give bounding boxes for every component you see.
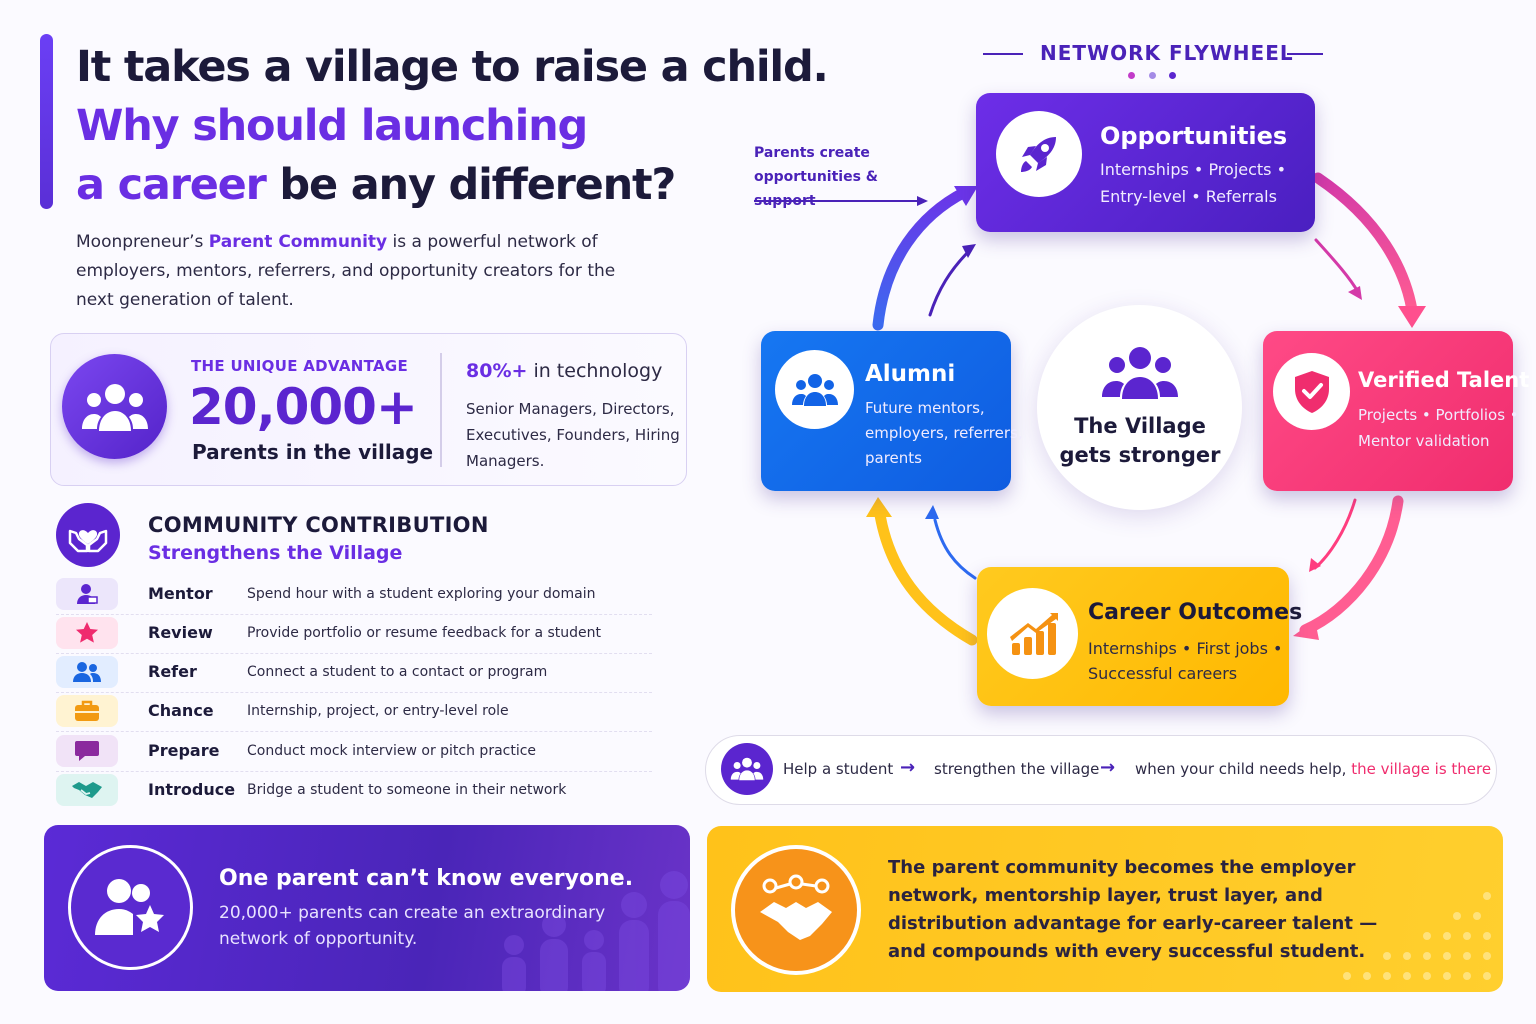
advantage-subtitle: Parents in the village: [192, 440, 434, 464]
intro-highlight: Parent Community: [208, 232, 388, 252]
career-line-1: Internships • First jobs •: [1088, 639, 1283, 658]
village-center-text: The Village gets stronger: [1059, 414, 1221, 467]
journey-pill: [705, 735, 1497, 805]
contribution-label: Review: [148, 623, 213, 642]
alumni-line-3: parents: [865, 449, 922, 467]
flywheel-title: NETWORK FLYWHEEL: [1040, 41, 1294, 65]
career-title: Career Outcomes: [1088, 600, 1303, 625]
growth-chart-icon: [987, 588, 1078, 679]
shield-check-icon: [1273, 353, 1350, 430]
one-parent-text: 20,000+ parents can create an extraordin…: [219, 903, 606, 949]
technology-stat: 80%+ in technology: [466, 360, 662, 382]
verified-title: Verified Talent: [1358, 368, 1530, 392]
title-dot: [1169, 72, 1176, 79]
community-icon: [721, 743, 773, 795]
contribution-row-prepare: Prepare Conduct mock interview or pitch …: [56, 734, 652, 772]
headline-accent: a career: [76, 160, 267, 210]
contribution-row-chance: Chance Internship, project, or entry-lev…: [56, 694, 652, 732]
parents-create-arrow: [754, 196, 928, 206]
opportunities-line-1: Internships • Projects •: [1100, 160, 1287, 179]
rocket-icon: [996, 111, 1082, 197]
title-dot: [1128, 72, 1135, 79]
opportunities-line-2: Entry-level • Referrals: [1100, 187, 1277, 206]
contribution-title: COMMUNITY CONTRIBUTION: [148, 513, 489, 537]
one-parent-title: One parent can’t know everyone.: [219, 866, 634, 891]
village-center-circle: [1037, 305, 1242, 510]
page-headline: It takes a village to raise a child. Why…: [76, 38, 829, 215]
journey-step-3-highlight: the village is there: [1351, 760, 1492, 778]
contribution-desc: Bridge a student to someone in their net…: [247, 782, 567, 798]
headline-line-2: Why should launching: [76, 101, 588, 151]
network-summary-text: The parent community becomes the employe…: [888, 857, 1378, 962]
contribution-label: Prepare: [148, 741, 220, 760]
contribution-label: Introduce: [148, 780, 236, 799]
contribution-row-refer: Refer Connect a student to a contact or …: [56, 655, 652, 693]
heart-hands-icon: [56, 503, 120, 567]
arrow-right-icon: →: [900, 757, 916, 778]
contribution-row-introduce: Introduce Bridge a student to someone in…: [56, 773, 652, 811]
contribution-label: Chance: [148, 701, 214, 720]
title-rule-left: [983, 53, 1023, 55]
title-rule-right: [1287, 53, 1323, 55]
journey-step-2: strengthen the village: [934, 760, 1100, 778]
contribution-desc: Spend hour with a student exploring your…: [247, 586, 596, 602]
alumni-line-1: Future mentors,: [865, 399, 985, 417]
contribution-desc: Internship, project, or entry-level role: [247, 703, 509, 719]
alumni-title: Alumni: [865, 361, 956, 387]
verified-line-1: Projects • Portfolios •: [1358, 406, 1519, 424]
advantage-divider: [440, 353, 442, 467]
verified-line-2: Mentor validation: [1358, 432, 1490, 450]
crowd-silhouette-icon: [502, 871, 690, 991]
contribution-row-mentor: Mentor Spend hour with a student explori…: [56, 577, 652, 615]
intro-pre: Moonpreneur’s: [76, 232, 209, 252]
contribution-label: Refer: [148, 662, 197, 681]
contribution-label: Mentor: [148, 584, 213, 603]
technology-text: in technology: [527, 360, 663, 382]
parent-star-icon: [68, 845, 193, 970]
parents-group-icon: [62, 354, 167, 459]
opportunities-title: Opportunities: [1100, 122, 1288, 150]
chat-icon: [56, 735, 118, 767]
contribution-subtitle: Strengthens the Village: [148, 542, 403, 564]
journey-step-1: Help a student: [783, 760, 894, 778]
headline-rest: be any different?: [265, 160, 676, 210]
technology-percent: 80%+: [466, 360, 528, 382]
headline-line-3: a career be any different?: [76, 156, 828, 215]
contribution-row-review: Review Provide portfolio or resume feedb…: [56, 616, 652, 654]
journey-step-3: when your child needs help, the village …: [1135, 760, 1491, 778]
headline-line-1: It takes a village to raise a child.: [76, 42, 829, 92]
intro-post: is a powerful network of employers, ment…: [76, 232, 616, 310]
handshake-icon: [56, 774, 118, 806]
contribution-desc: Provide portfolio or resume feedback for…: [247, 625, 602, 641]
advantage-number: 20,000+: [189, 378, 418, 436]
roles-text: Senior Managers, Directors, Executives, …: [466, 400, 680, 470]
star-icon: [56, 617, 118, 649]
briefcase-icon: [56, 695, 118, 727]
title-dot: [1149, 72, 1156, 79]
alumni-group-icon: [775, 350, 854, 429]
village-group-icon: [1102, 345, 1178, 405]
network-handshake-icon: [731, 845, 861, 975]
career-line-2: Successful careers: [1088, 664, 1238, 683]
mentor-icon: [56, 578, 118, 610]
arrow-right-icon: →: [1100, 757, 1116, 778]
dot-pattern: [1343, 892, 1491, 980]
intro-paragraph: Moonpreneur’s Parent Community is a powe…: [76, 228, 636, 315]
accent-bar: [40, 34, 53, 209]
advantage-label: THE UNIQUE ADVANTAGE: [191, 357, 409, 375]
people-icon: [56, 656, 118, 688]
journey-step-3-text: when your child needs help,: [1135, 760, 1352, 778]
contribution-desc: Conduct mock interview or pitch practice: [247, 743, 537, 759]
contribution-desc: Connect a student to a contact or progra…: [247, 664, 548, 680]
alumni-line-2: employers, referrers,: [865, 424, 1023, 442]
